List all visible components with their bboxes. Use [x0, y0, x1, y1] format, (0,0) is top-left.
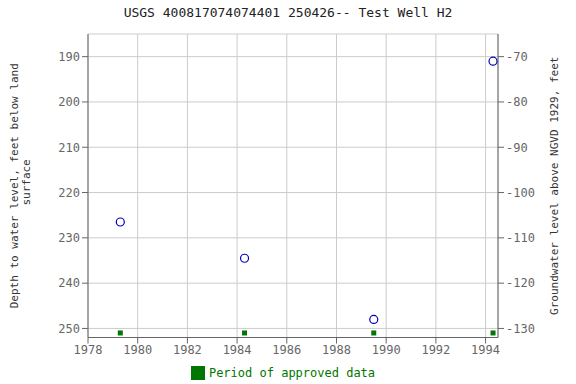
svg-text:-70: -70 — [506, 50, 528, 64]
svg-text:-110: -110 — [506, 231, 535, 245]
svg-text:1986: 1986 — [272, 343, 301, 357]
svg-text:-80: -80 — [506, 95, 528, 109]
svg-text:1984: 1984 — [223, 343, 252, 357]
svg-text:Depth to water level, feet bel: Depth to water level, feet below land su… — [8, 63, 33, 308]
svg-text:1994: 1994 — [471, 343, 500, 357]
svg-text:1982: 1982 — [173, 343, 202, 357]
svg-text:-120: -120 — [506, 276, 535, 290]
html-text:Period of approved data: Period of approved data — [208, 365, 376, 380]
html-text:USGS 400817074074401 250426--: USGS 400817074074401 250426-- Test Well … — [123, 5, 453, 20]
svg-text:1990: 1990 — [372, 343, 401, 357]
svg-text:-130: -130 — [506, 322, 535, 336]
svg-text:1978: 1978 — [74, 343, 103, 357]
svg-text:-90: -90 — [506, 141, 528, 155]
svg-text:200: 200 — [58, 95, 80, 109]
svg-text:-100: -100 — [506, 186, 535, 200]
svg-text:1992: 1992 — [421, 343, 450, 357]
svg-text:250: 250 — [58, 322, 80, 336]
svg-text:220: 220 — [58, 186, 80, 200]
svg-text:190: 190 — [58, 50, 80, 64]
svg-text:210: 210 — [58, 141, 80, 155]
svg-text:1988: 1988 — [322, 343, 351, 357]
svg-text:Groundwater level above NGVD 1: Groundwater level above NGVD 1929, feet — [548, 57, 561, 315]
svg-text:240: 240 — [58, 276, 80, 290]
svg-text:230: 230 — [58, 231, 80, 245]
svg-text:1980: 1980 — [123, 343, 152, 357]
